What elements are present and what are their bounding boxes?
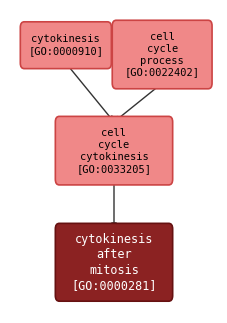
Text: cytokinesis
after
mitosis
[GO:0000281]: cytokinesis after mitosis [GO:0000281] — [71, 233, 156, 292]
FancyBboxPatch shape — [55, 224, 172, 301]
FancyBboxPatch shape — [112, 20, 211, 89]
FancyBboxPatch shape — [55, 116, 172, 185]
FancyBboxPatch shape — [20, 22, 111, 68]
Text: cell
cycle
cytokinesis
[GO:0033205]: cell cycle cytokinesis [GO:0033205] — [76, 128, 151, 174]
Text: cytokinesis
[GO:0000910]: cytokinesis [GO:0000910] — [28, 34, 103, 56]
Text: cell
cycle
process
[GO:0022402]: cell cycle process [GO:0022402] — [124, 32, 199, 78]
